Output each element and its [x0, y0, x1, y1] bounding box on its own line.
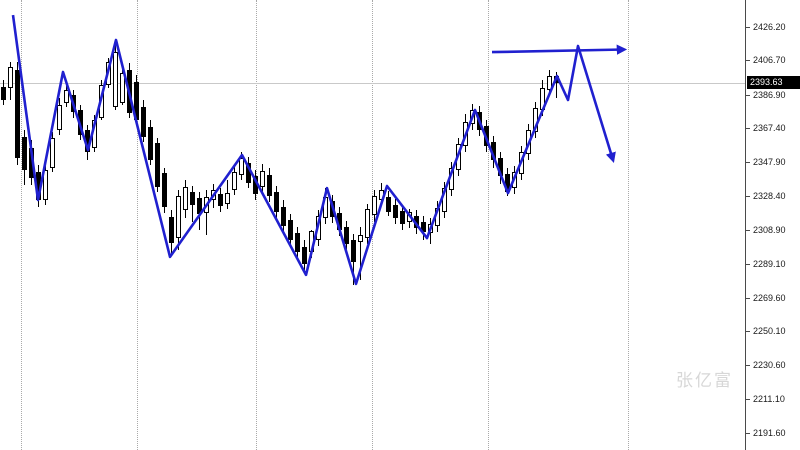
- candle-body: [295, 232, 300, 253]
- candle-body: [372, 196, 377, 216]
- candle-body: [365, 209, 370, 239]
- candle-body: [155, 143, 160, 188]
- current-price-line: [0, 83, 745, 84]
- horizontal-arrow-line[interactable]: [491, 44, 628, 55]
- price-axis-tick: [746, 196, 750, 197]
- candle-body: [351, 240, 356, 262]
- candle-body: [302, 247, 307, 265]
- price-axis-tick: [746, 230, 750, 231]
- price-axis-tick: [746, 162, 750, 163]
- price-axis-label: 2426.20: [753, 22, 786, 32]
- candle-body: [113, 52, 118, 107]
- price-axis-label: 2289.10: [753, 259, 786, 269]
- price-axis-label: 2367.40: [753, 123, 786, 133]
- price-axis-label: 2308.90: [753, 225, 786, 235]
- price-axis-tick: [746, 399, 750, 400]
- candle-body: [281, 206, 286, 226]
- candle-body: [344, 226, 349, 245]
- watermark-text: 张亿富: [676, 371, 733, 390]
- price-axis-tick: [746, 433, 750, 434]
- candle-body: [358, 235, 363, 243]
- price-axis-label: 2191.60: [753, 428, 786, 438]
- candle-body: [57, 105, 62, 130]
- price-axis-label: 2328.40: [753, 191, 786, 201]
- price-axis-tick: [746, 331, 750, 332]
- candle-body: [288, 219, 293, 241]
- price-axis[interactable]: 2393.63 2426.20 2406.70 2386.90 2367.40 2347…: [745, 0, 800, 450]
- price-axis-tick: [746, 27, 750, 28]
- candle-body: [260, 170, 265, 188]
- candle-body: [8, 66, 13, 89]
- candle-body: [50, 138, 55, 168]
- candle-body: [218, 193, 223, 207]
- candle-body: [547, 75, 552, 90]
- price-axis-tick: [746, 264, 750, 265]
- price-axis-tick: [746, 60, 750, 61]
- candle-body: [141, 106, 146, 138]
- candle-body: [225, 192, 230, 204]
- vertical-gridline: [21, 0, 22, 450]
- candle-body: [169, 216, 174, 244]
- vertical-gridline: [372, 0, 373, 450]
- vertical-gridline: [256, 0, 257, 450]
- candle-body: [183, 187, 188, 211]
- candle-body: [43, 170, 48, 200]
- candle-body: [239, 157, 244, 175]
- price-axis-label: 2211.10: [753, 394, 785, 404]
- vertical-gridline: [488, 0, 489, 450]
- price-axis-label: 2230.60: [753, 360, 786, 370]
- candle-body: [393, 205, 398, 218]
- current-price-tag: 2393.63: [747, 76, 800, 89]
- candle-body: [386, 197, 391, 212]
- price-axis-tick: [746, 298, 750, 299]
- candle-body: [1, 87, 6, 100]
- trend-zigzag-line[interactable]: [11, 14, 616, 286]
- price-axis-label: 2386.90: [753, 90, 786, 100]
- candle-body: [190, 191, 195, 206]
- candle-body: [176, 196, 181, 239]
- candle-body: [400, 211, 405, 224]
- price-axis-tick: [746, 365, 750, 366]
- price-axis-tick: [746, 128, 750, 129]
- vertical-gridline: [628, 0, 629, 450]
- candle-body: [22, 137, 27, 171]
- candle-wick: [556, 72, 557, 98]
- price-axis-label: 2269.60: [753, 293, 786, 303]
- drawings-overlay: [11, 14, 628, 286]
- price-axis-label: 2347.90: [753, 157, 786, 167]
- price-axis-label: 2406.70: [753, 55, 786, 65]
- price-axis-tick: [746, 95, 750, 96]
- vertical-gridline: [137, 0, 138, 450]
- candle-body: [148, 126, 153, 161]
- candle-body: [15, 70, 20, 158]
- candle-body: [120, 73, 125, 104]
- candle-wick: [360, 226, 361, 280]
- candle-body: [267, 174, 272, 196]
- candle-body: [162, 173, 167, 208]
- candle-body: [274, 191, 279, 212]
- candle-body: [232, 171, 237, 190]
- price-axis-label: 2250.10: [753, 326, 786, 336]
- chart-canvas[interactable]: 张亿富: [0, 0, 745, 450]
- candle-body: [64, 89, 69, 104]
